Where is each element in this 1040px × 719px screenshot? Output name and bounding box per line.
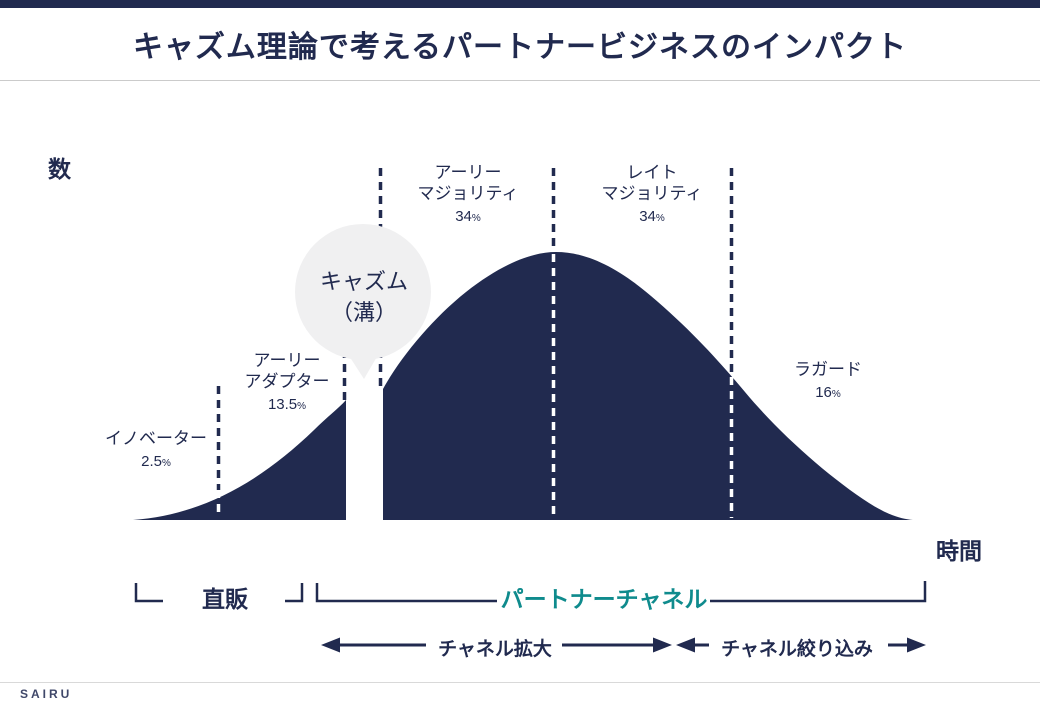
bracket-direct bbox=[134, 583, 304, 603]
header-divider bbox=[0, 80, 1040, 81]
label-late-majority: レイト マジョリティ 34% bbox=[602, 162, 703, 229]
channel-narrow-label: チャネル絞り込み bbox=[721, 639, 873, 660]
label-late-majority-line1: レイト bbox=[626, 163, 678, 182]
top-accent-bar bbox=[0, 0, 1040, 8]
label-late-majority-line2: マジョリティ bbox=[601, 184, 703, 203]
chasm-bubble-line2: （溝） bbox=[330, 300, 398, 325]
label-laggards-percent: 16% bbox=[815, 384, 841, 401]
label-late-majority-percent: 34% bbox=[639, 208, 665, 225]
label-innovators: イノベーター 2.5% bbox=[105, 428, 207, 474]
y-axis-label: 数 bbox=[48, 156, 71, 182]
arrow-expand bbox=[321, 637, 672, 653]
chasm-bubble-circle bbox=[295, 224, 431, 360]
label-early-adopters: アーリー アダプター 13.5% bbox=[245, 350, 330, 417]
direct-channel-label: 直販 bbox=[202, 586, 248, 612]
label-early-majority-line2: マジョリティ bbox=[417, 184, 519, 203]
footer-divider bbox=[0, 682, 1040, 683]
bell-curve-left-segment bbox=[133, 400, 346, 520]
channel-expand-label: チャネル拡大 bbox=[438, 639, 552, 660]
sairu-logo: SAIRU bbox=[20, 687, 73, 701]
partner-channel-label: パートナーチャネル bbox=[500, 586, 708, 612]
label-early-adopters-line1: アーリー bbox=[253, 351, 321, 370]
bell-curve-main-segment bbox=[383, 252, 913, 520]
label-laggards-line1: ラガード bbox=[794, 360, 862, 379]
label-early-majority-percent: 34% bbox=[455, 208, 481, 225]
label-innovators-percent: 2.5% bbox=[141, 453, 171, 470]
label-early-adopters-line2: アダプター bbox=[244, 372, 330, 391]
bracket-partner bbox=[315, 581, 927, 603]
label-early-adopters-percent: 13.5% bbox=[267, 396, 307, 413]
arrow-narrow bbox=[676, 637, 926, 653]
label-innovators-line1: イノベーター bbox=[105, 429, 207, 448]
label-laggards: ラガード 16% bbox=[794, 359, 862, 405]
label-early-majority: アーリー マジョリティ 34% bbox=[418, 162, 519, 229]
x-axis-label: 時間 bbox=[936, 538, 982, 564]
page-title: キャズム理論で考えるパートナービジネスのインパクト bbox=[132, 31, 908, 64]
label-early-majority-line1: アーリー bbox=[434, 163, 502, 182]
chasm-bubble-label: キャズム （溝） bbox=[320, 266, 408, 328]
chasm-bubble-line1: キャズム bbox=[319, 269, 409, 294]
